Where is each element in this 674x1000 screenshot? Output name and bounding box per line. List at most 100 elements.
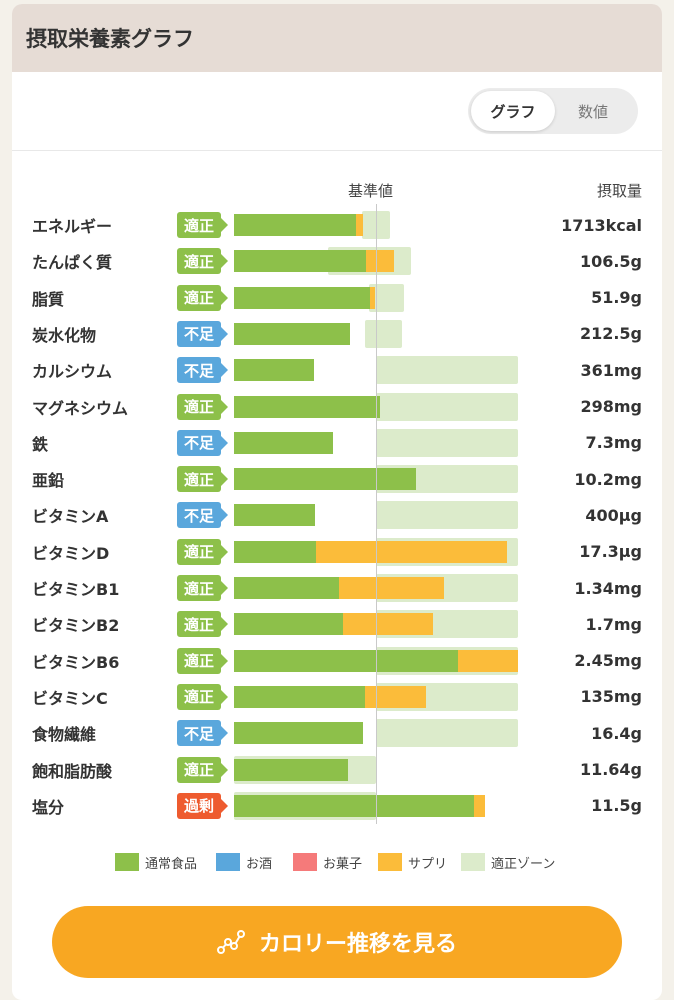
nutrient-name: エネルギー [32, 217, 113, 236]
optimal-zone-bar [361, 211, 391, 239]
legend-swatch [115, 853, 139, 871]
nutrient-name: 脂質 [32, 289, 65, 309]
intake-value: 51.9g [591, 288, 642, 308]
food-bar [234, 468, 416, 491]
legend-label: お酒 [246, 856, 273, 872]
calorie-trend-label: カロリー推移を見る [258, 932, 457, 957]
intake-value: 298mg [580, 397, 642, 416]
calorie-trend-button[interactable]: カロリー推移を見る [52, 906, 622, 978]
intake-value: 1.34mg [574, 578, 642, 598]
optimal-zone-bar [364, 319, 402, 348]
intake-value: 400μg [585, 505, 642, 525]
supplement-bar [458, 649, 518, 672]
legend-swatch [216, 853, 240, 871]
nutrient-row: 飽和脂肪酸 適正 11.64g [12, 752, 662, 788]
status-badge: 過剰 [177, 792, 228, 819]
status-badge: 適正 [177, 212, 228, 238]
status-badge: 適正 [177, 466, 228, 493]
food-bar [234, 722, 364, 745]
optimal-zone-bar [376, 428, 518, 457]
optimal-zone-bar [376, 356, 518, 385]
legend-item: お酒 [216, 850, 272, 874]
status-badge: 適正 [177, 683, 228, 710]
legend-item: 適正ゾーン [461, 850, 555, 874]
supplement-bar [339, 577, 445, 599]
intake-value: 2.45mg [574, 651, 642, 671]
food-bar [234, 395, 381, 418]
nutrient-row: 食物繊維 不足 16.4g [12, 715, 662, 751]
supplement-bar [370, 286, 375, 309]
optimal-zone-bar [376, 392, 518, 421]
legend-swatch [461, 853, 485, 871]
nutrient-row: 炭水化物 不足 212.5g [12, 316, 662, 352]
status-badge: 不足 [177, 720, 228, 747]
nutrient-row: ビタミンB2 適正 1.7mg [12, 606, 662, 642]
legend-label: 適正ゾーン [491, 856, 556, 872]
intake-value: 17.3μg [579, 542, 642, 562]
intake-value: 11.64g [579, 760, 642, 779]
food-bar [234, 214, 357, 236]
status-badge: 適正 [177, 284, 228, 311]
supplement-bar [364, 685, 426, 708]
status-badge: 適正 [177, 647, 228, 674]
food-bar [234, 794, 474, 817]
nutrient-name: 鉄 [32, 434, 49, 454]
status-badge: 適正 [177, 248, 228, 275]
status-badge: 適正 [177, 611, 228, 638]
supplement-bar [366, 250, 395, 273]
food-bar [234, 685, 365, 708]
nutrient-name: ビタミンB6 [32, 652, 120, 672]
legend-label: 通常食品 [145, 856, 198, 872]
nutrient-name: ビタミンB1 [32, 580, 120, 599]
legend-swatch [378, 853, 402, 871]
chart-legend: 通常食品 お酒 お菓子 サプリ 適正ゾーン [12, 850, 662, 874]
nutrient-row: ビタミンB6 適正 2.45mg [12, 643, 662, 679]
status-badge: 不足 [177, 502, 228, 529]
intake-value: 11.5g [591, 796, 642, 816]
food-bar [234, 577, 340, 599]
intake-value: 361mg [580, 360, 642, 380]
food-bar [234, 504, 315, 527]
optimal-zone-bar [368, 283, 405, 312]
nutrient-row: ビタミンC 適正 135mg [12, 679, 662, 715]
food-bar [234, 431, 334, 454]
trend-icon [216, 930, 245, 954]
nutrient-row: 亜鉛 適正 10.2mg [12, 461, 662, 497]
intake-value: 212.5g [579, 324, 642, 344]
intake-value: 135mg [580, 687, 642, 707]
nutrient-name: 炭水化物 [32, 325, 97, 345]
nutrient-row: エネルギー 適正 1713kcal [12, 207, 662, 243]
view-toggle[interactable]: グラフ 数値 [468, 88, 638, 134]
nutrient-row: ビタミンA 不足 400μg [12, 497, 662, 533]
intake-column-header: 摂取量 [596, 182, 642, 200]
nutrient-name: 飽和脂肪酸 [32, 761, 113, 781]
nutrient-name: 塩分 [32, 797, 65, 817]
supplement-bar [356, 214, 364, 236]
food-bar [234, 540, 317, 563]
status-badge: 適正 [177, 538, 228, 565]
nutrient-name: マグネシウム [32, 398, 129, 418]
nutrient-row: マグネシウム 適正 298mg [12, 389, 662, 425]
food-bar [234, 613, 344, 636]
food-bar [234, 758, 348, 781]
status-badge: 不足 [177, 357, 228, 384]
intake-value: 10.2mg [574, 469, 642, 489]
legend-swatch [293, 853, 317, 871]
nutrient-row: たんぱく質 適正 106.5g [12, 243, 662, 279]
intake-value: 1713kcal [561, 215, 642, 235]
nutrient-row: 鉄 不足 7.3mg [12, 425, 662, 461]
graph-tab[interactable]: グラフ [471, 91, 555, 131]
nutrient-name: ビタミンD [32, 543, 110, 563]
nutrient-row: 塩分 過剰 11.5g [12, 788, 662, 824]
reference-line [376, 204, 377, 824]
food-bar [234, 359, 314, 382]
nutrient-name: 食物繊維 [32, 725, 97, 745]
status-badge: 適正 [177, 756, 228, 783]
nutrient-row: 脂質 適正 51.9g [12, 280, 662, 316]
legend-item: 通常食品 [115, 850, 197, 874]
nutrient-name: ビタミンB2 [32, 616, 120, 636]
legend-label: お菓子 [323, 856, 363, 872]
food-bar [234, 286, 371, 309]
number-tab[interactable]: 数値 [577, 102, 608, 121]
legend-item: サプリ [378, 850, 447, 874]
